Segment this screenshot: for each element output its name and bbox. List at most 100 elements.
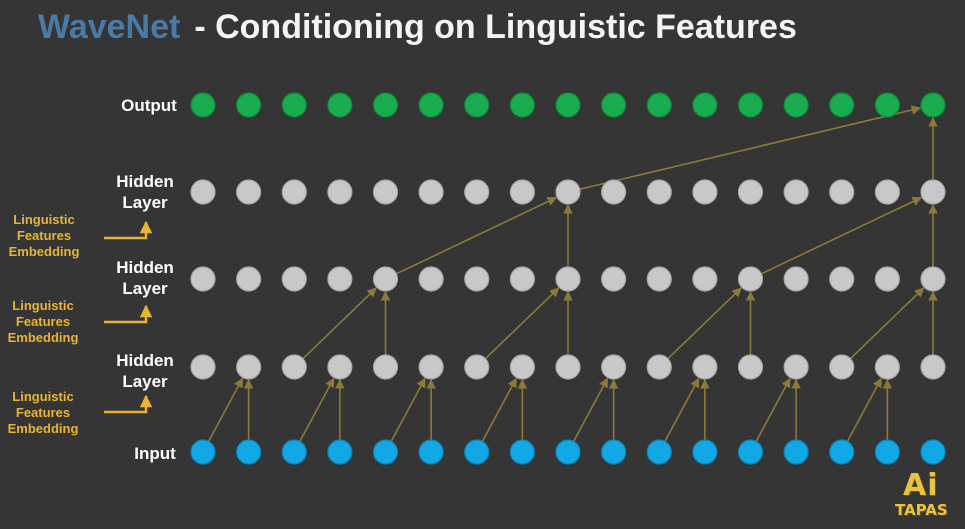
output-node — [692, 92, 718, 118]
output-node — [281, 92, 307, 118]
hidden1-node — [692, 354, 718, 380]
hidden3-node — [464, 179, 490, 205]
input-node — [874, 439, 900, 465]
connection-edge — [484, 287, 560, 360]
output-node — [555, 92, 581, 118]
output-node — [464, 92, 490, 118]
input-node — [692, 439, 718, 465]
hidden2-node — [464, 266, 490, 292]
output-node — [737, 92, 764, 118]
page-title: WaveNet - Conditioning on Linguistic Feat… — [38, 8, 797, 47]
hidden3-node — [783, 179, 809, 205]
hidden2-node — [737, 266, 764, 292]
hidden3-node — [829, 179, 855, 205]
hidden1-node — [829, 354, 855, 380]
hidden1-node — [236, 354, 262, 380]
row-label-output: Output — [121, 96, 177, 115]
output-node — [418, 92, 444, 118]
connection-edge — [760, 196, 923, 275]
row-label-hidden-2: Hidden Layer — [116, 258, 174, 298]
hidden1-node — [874, 354, 900, 380]
linguistic-label-1: Linguistic Features Embedding — [7, 389, 79, 436]
hidden2-node — [829, 266, 855, 292]
hidden3-node — [281, 179, 307, 205]
connection-edge — [572, 377, 609, 442]
embedding-arrow-1 — [104, 394, 153, 414]
connection-edge — [299, 377, 335, 442]
linguistic-label-2: Linguistic Features Embedding — [7, 298, 79, 345]
hidden3-node — [327, 179, 353, 205]
connection-edge — [755, 377, 791, 442]
hidden2-node — [509, 266, 535, 292]
output-node — [601, 92, 627, 118]
connection-edges — [207, 105, 938, 442]
output-node — [783, 92, 809, 118]
output-node — [646, 92, 672, 118]
hidden1-node — [281, 354, 307, 380]
input-node — [509, 439, 535, 465]
hidden3-node — [555, 179, 581, 205]
output-node — [920, 92, 946, 118]
logo-ai-text: Ai — [903, 468, 939, 503]
embedding-arrows — [104, 220, 153, 414]
connection-edge — [846, 377, 882, 442]
hidden1-node — [509, 354, 535, 380]
hidden3-node — [190, 179, 216, 205]
hidden3-node — [418, 179, 444, 205]
hidden1-node — [327, 354, 353, 380]
hidden2-node — [601, 266, 627, 292]
connection-edge — [390, 377, 426, 442]
hidden3-node — [646, 179, 672, 205]
hidden3-node — [601, 179, 627, 205]
output-node — [509, 92, 535, 118]
hidden1-node — [783, 354, 809, 380]
network-nodes — [190, 92, 946, 465]
input-node — [555, 439, 581, 465]
hidden3-node — [692, 179, 718, 205]
hidden2-node — [646, 266, 672, 292]
hidden3-node — [920, 179, 946, 205]
hidden1-node — [555, 354, 581, 380]
hidden3-node — [509, 179, 535, 205]
hidden3-node — [236, 179, 262, 205]
hidden1-node — [920, 354, 946, 380]
hidden2-node — [555, 266, 581, 292]
input-node — [327, 439, 353, 465]
hidden1-node — [372, 354, 399, 380]
logo-tapas-text: TAPAS — [895, 501, 948, 519]
connection-edge — [667, 287, 742, 360]
connection-edge — [481, 377, 517, 442]
hidden2-node — [418, 266, 444, 292]
hidden2-node — [692, 266, 718, 292]
output-node — [372, 92, 399, 118]
hidden2-node — [372, 266, 399, 292]
connection-edge — [849, 287, 925, 360]
connection-edge — [395, 196, 558, 275]
connection-edge — [302, 287, 377, 360]
input-node — [920, 439, 946, 465]
input-node — [464, 439, 490, 465]
title-accent: WaveNet — [38, 8, 181, 46]
embedding-arrow-3 — [104, 220, 153, 240]
hidden1-node — [737, 354, 764, 380]
connection-edge — [207, 377, 244, 442]
input-node — [372, 439, 399, 465]
hidden2-node — [236, 266, 262, 292]
input-node — [418, 439, 444, 465]
hidden3-node — [874, 179, 900, 205]
hidden1-node — [464, 354, 490, 380]
connection-edge — [579, 105, 922, 190]
hidden1-node — [601, 354, 627, 380]
ai-tapas-logo: Ai TAPAS — [893, 468, 963, 526]
hidden2-node — [281, 266, 307, 292]
output-node — [829, 92, 855, 118]
embedding-arrow-2 — [104, 304, 153, 324]
linguistic-label-3: Linguistic Features Embedding — [8, 212, 80, 259]
row-label-input: Input — [134, 444, 176, 463]
hidden3-node — [737, 179, 764, 205]
output-node — [874, 92, 900, 118]
hidden1-node — [418, 354, 444, 380]
row-label-hidden-1: Hidden Layer — [116, 351, 174, 391]
hidden2-node — [874, 266, 900, 292]
